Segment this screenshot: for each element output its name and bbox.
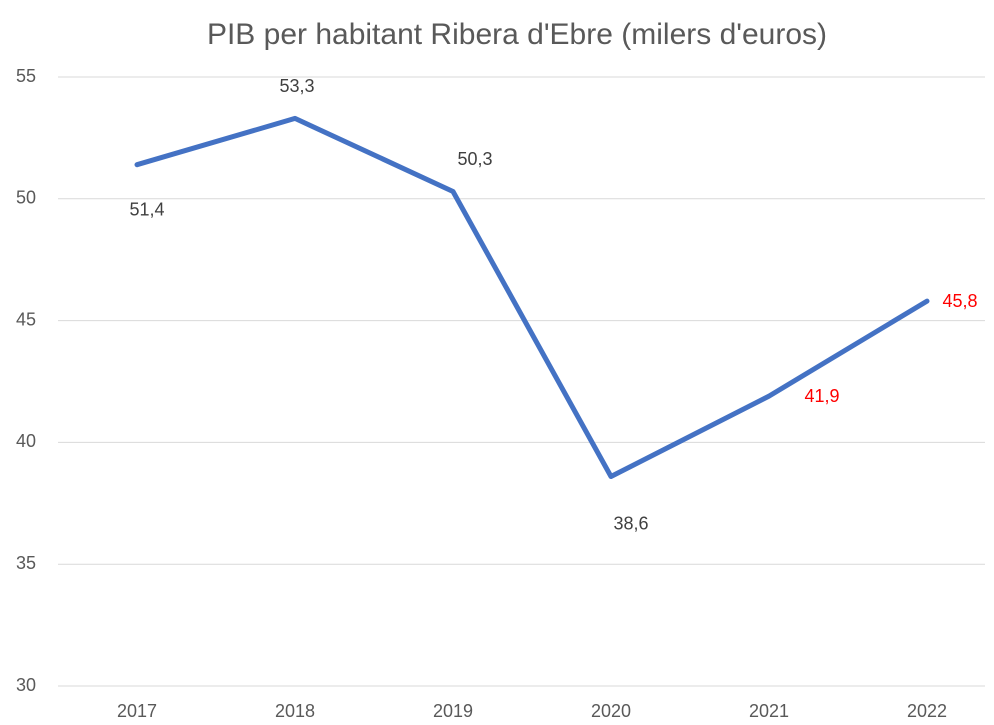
y-tick-label: 40 bbox=[16, 431, 36, 451]
y-tick-label: 50 bbox=[16, 188, 36, 208]
y-tick-label: 55 bbox=[16, 66, 36, 86]
y-tick-label: 30 bbox=[16, 675, 36, 695]
data-label: 38,6 bbox=[613, 513, 648, 533]
y-tick-label: 45 bbox=[16, 309, 36, 329]
data-label: 41,9 bbox=[804, 386, 839, 406]
x-tick-label: 2020 bbox=[591, 701, 631, 721]
data-label: 51,4 bbox=[129, 199, 164, 219]
data-line bbox=[134, 115, 930, 480]
x-tick-label: 2021 bbox=[749, 701, 789, 721]
y-tick-label: 35 bbox=[16, 553, 36, 573]
data-label: 50,3 bbox=[457, 149, 492, 169]
x-tick-label: 2022 bbox=[907, 701, 947, 721]
data-label: 45,8 bbox=[942, 291, 977, 311]
x-tick-label: 2017 bbox=[117, 701, 157, 721]
data-label: 53,3 bbox=[279, 76, 314, 96]
x-tick-label: 2018 bbox=[275, 701, 315, 721]
x-tick-label: 2019 bbox=[433, 701, 473, 721]
chart-title: PIB per habitant Ribera d'Ebre (milers d… bbox=[207, 18, 827, 51]
